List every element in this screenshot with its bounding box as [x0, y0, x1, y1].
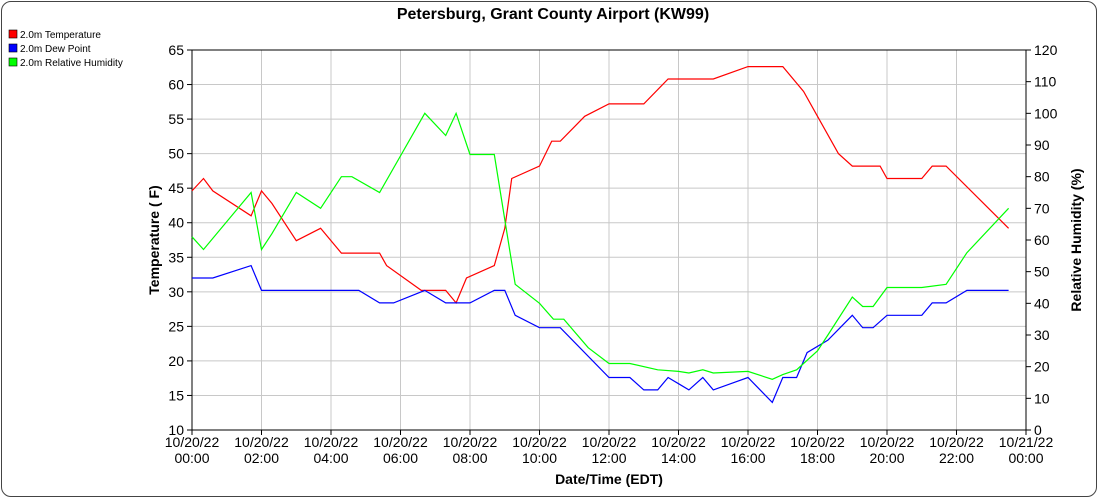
- x-tick-label-time: 00:00: [174, 450, 209, 466]
- x-tick-label-date: 10/20/22: [373, 434, 428, 450]
- x-tick-label-date: 10/20/22: [304, 434, 359, 450]
- legend-label: 2.0m Dew Point: [20, 44, 91, 55]
- y2-tick-label: 10: [1034, 390, 1050, 406]
- y2-tick-label: 0: [1034, 422, 1042, 438]
- y-tick-label: 65: [168, 42, 184, 58]
- legend: 2.0m Temperature 2.0m Dew Point 2.0m Relat…: [8, 29, 123, 69]
- y-tick-label: 45: [168, 180, 184, 196]
- y-tick-label: 20: [168, 353, 184, 369]
- series-line-2-0m-dew-point: [192, 264, 1009, 404]
- x-axis: 10/20/2200:0010/20/2202:0010/20/2204:001…: [165, 430, 1054, 466]
- x-tick-label-date: 10/20/22: [582, 434, 637, 450]
- x-tick-label-date: 10/20/22: [860, 434, 915, 450]
- y-tick-label: 60: [168, 77, 184, 93]
- legend-swatch: [8, 57, 18, 67]
- y-tick-label: 25: [168, 318, 184, 334]
- y-axis-left: 10 15 20 25 30 35 40 45 50 55 60 65: [168, 42, 192, 438]
- y2-tick-label: 70: [1034, 200, 1050, 216]
- x-tick-label-time: 08:00: [452, 450, 487, 466]
- legend-label: 2.0m Temperature: [20, 30, 101, 41]
- x-tick-label-time: 22:00: [939, 450, 974, 466]
- y-tick-label: 15: [168, 387, 184, 403]
- y-tick-label: 10: [168, 422, 184, 438]
- y2-axis-label: Relative Humidity (%): [1068, 168, 1084, 311]
- grid: [191, 49, 1027, 431]
- y2-tick-label: 120: [1034, 42, 1058, 58]
- x-tick-label-time: 12:00: [591, 450, 626, 466]
- chart-title: Petersburg, Grant County Airport (KW99): [397, 6, 709, 23]
- y2-tick-label: 30: [1034, 327, 1050, 343]
- y2-tick-label: 50: [1034, 264, 1050, 280]
- y-tick-label: 55: [168, 111, 184, 127]
- y2-tick-label: 90: [1034, 137, 1050, 153]
- series-line-2-0m-temperature: [191, 65, 1010, 305]
- y2-tick-label: 20: [1034, 359, 1050, 375]
- x-tick-label-time: 18:00: [800, 450, 835, 466]
- y2-tick-label: 80: [1034, 169, 1050, 185]
- series-group: [191, 65, 1010, 404]
- x-tick-label-date: 10/20/22: [721, 434, 776, 450]
- x-tick-label-date: 10/20/22: [651, 434, 706, 450]
- y2-tick-label: 40: [1034, 295, 1050, 311]
- legend-label: 2.0m Relative Humidity: [20, 58, 123, 69]
- legend-swatch: [8, 29, 18, 39]
- y-tick-label: 50: [168, 146, 184, 162]
- x-tick-label-time: 14:00: [661, 450, 696, 466]
- x-axis-label: Date/Time (EDT): [555, 471, 663, 487]
- x-tick-label-time: 16:00: [730, 450, 765, 466]
- x-tick-label-time: 00:00: [1008, 450, 1043, 466]
- x-tick-label-date: 10/20/22: [165, 434, 220, 450]
- x-tick-label-time: 20:00: [869, 450, 904, 466]
- y-axis-right: 0 10 20 30 40 50 60 70 80 90 100 110 120: [1026, 42, 1058, 438]
- series-line-2-0m-relative-humidity: [191, 111, 1010, 380]
- x-tick-label-time: 06:00: [383, 450, 418, 466]
- x-tick-label-date: 10/20/22: [234, 434, 289, 450]
- y2-tick-label: 110: [1034, 74, 1057, 90]
- x-tick-label-date: 10/20/22: [443, 434, 498, 450]
- x-tick-label-date: 10/20/22: [790, 434, 845, 450]
- y-tick-label: 30: [168, 284, 184, 300]
- x-tick-label-time: 04:00: [313, 450, 348, 466]
- y2-tick-label: 100: [1034, 105, 1058, 121]
- x-tick-label-time: 02:00: [244, 450, 279, 466]
- legend-swatch: [8, 43, 18, 53]
- x-tick-label-date: 10/20/22: [512, 434, 567, 450]
- y2-tick-label: 60: [1034, 232, 1050, 248]
- x-tick-label-time: 10:00: [522, 450, 557, 466]
- x-tick-label-date: 10/21/22: [999, 434, 1054, 450]
- x-tick-label-date: 10/20/22: [929, 434, 984, 450]
- y-tick-label: 35: [168, 249, 184, 265]
- y-axis-label: Temperature ( F): [146, 185, 162, 294]
- y-tick-label: 40: [168, 215, 184, 231]
